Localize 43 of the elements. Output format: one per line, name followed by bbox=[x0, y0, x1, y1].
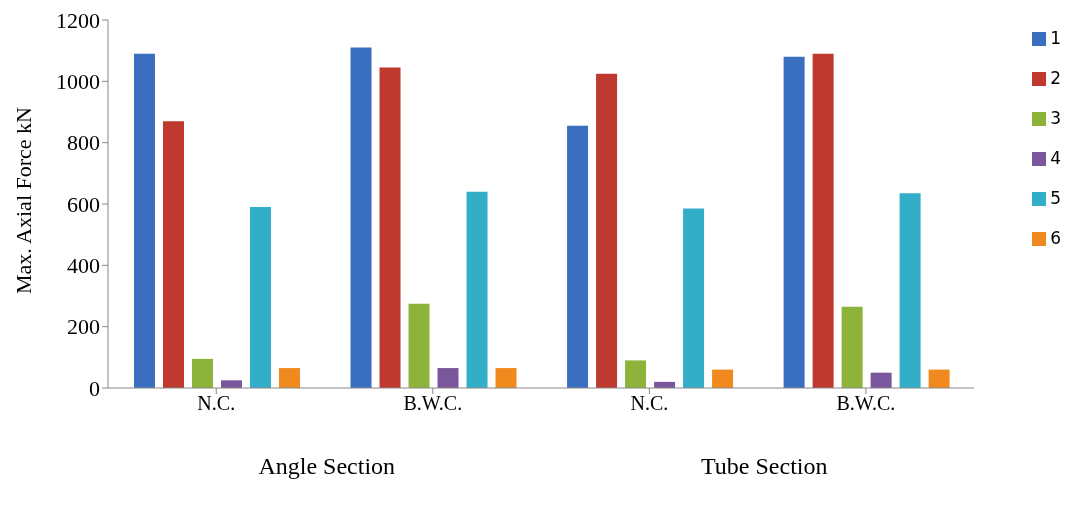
legend-label: 5 bbox=[1050, 188, 1061, 208]
bar bbox=[567, 125, 589, 388]
bar bbox=[870, 372, 892, 388]
bar bbox=[162, 121, 184, 388]
bar bbox=[278, 368, 300, 388]
legend-label: 6 bbox=[1050, 228, 1061, 248]
text: Angle Section bbox=[257, 453, 397, 480]
bar bbox=[350, 47, 372, 388]
y-axis-title: Max. Axial Force kN bbox=[10, 106, 36, 294]
legend-label: 4 bbox=[1050, 148, 1061, 168]
legend-label: 3 bbox=[1050, 108, 1061, 128]
legend-label: 1 bbox=[1050, 28, 1061, 48]
bar bbox=[625, 360, 647, 388]
bar bbox=[379, 67, 401, 388]
x-tick-label: B.W.C. bbox=[836, 392, 896, 415]
y-tick-label: 800 bbox=[67, 130, 100, 156]
bar bbox=[437, 368, 459, 388]
legend-label: 2 bbox=[1050, 68, 1061, 88]
bar bbox=[683, 208, 705, 388]
y-tick-label: 600 bbox=[67, 191, 100, 217]
bar bbox=[783, 56, 805, 388]
bar bbox=[191, 358, 213, 388]
x-tick-label: N.C. bbox=[197, 392, 236, 415]
bar bbox=[712, 369, 734, 388]
bar bbox=[249, 207, 271, 388]
bar bbox=[133, 53, 155, 388]
bar bbox=[466, 191, 488, 388]
y-tick-label: 200 bbox=[67, 314, 100, 340]
bar bbox=[841, 306, 863, 388]
bar bbox=[596, 73, 618, 388]
bar bbox=[495, 368, 517, 388]
x-tick-label: N.C. bbox=[630, 392, 669, 415]
bar bbox=[408, 303, 430, 388]
y-tick-label: 1200 bbox=[56, 7, 100, 33]
text: Tube Section bbox=[700, 453, 829, 480]
x-tick-label: B.W.C. bbox=[403, 392, 463, 415]
y-tick-label: 400 bbox=[67, 253, 100, 279]
bar bbox=[928, 369, 950, 388]
y-tick-label: 1000 bbox=[56, 69, 100, 95]
bar bbox=[220, 380, 242, 388]
y-tick-label: 0 bbox=[89, 375, 100, 401]
bar bbox=[812, 53, 834, 388]
bar bbox=[899, 193, 921, 388]
